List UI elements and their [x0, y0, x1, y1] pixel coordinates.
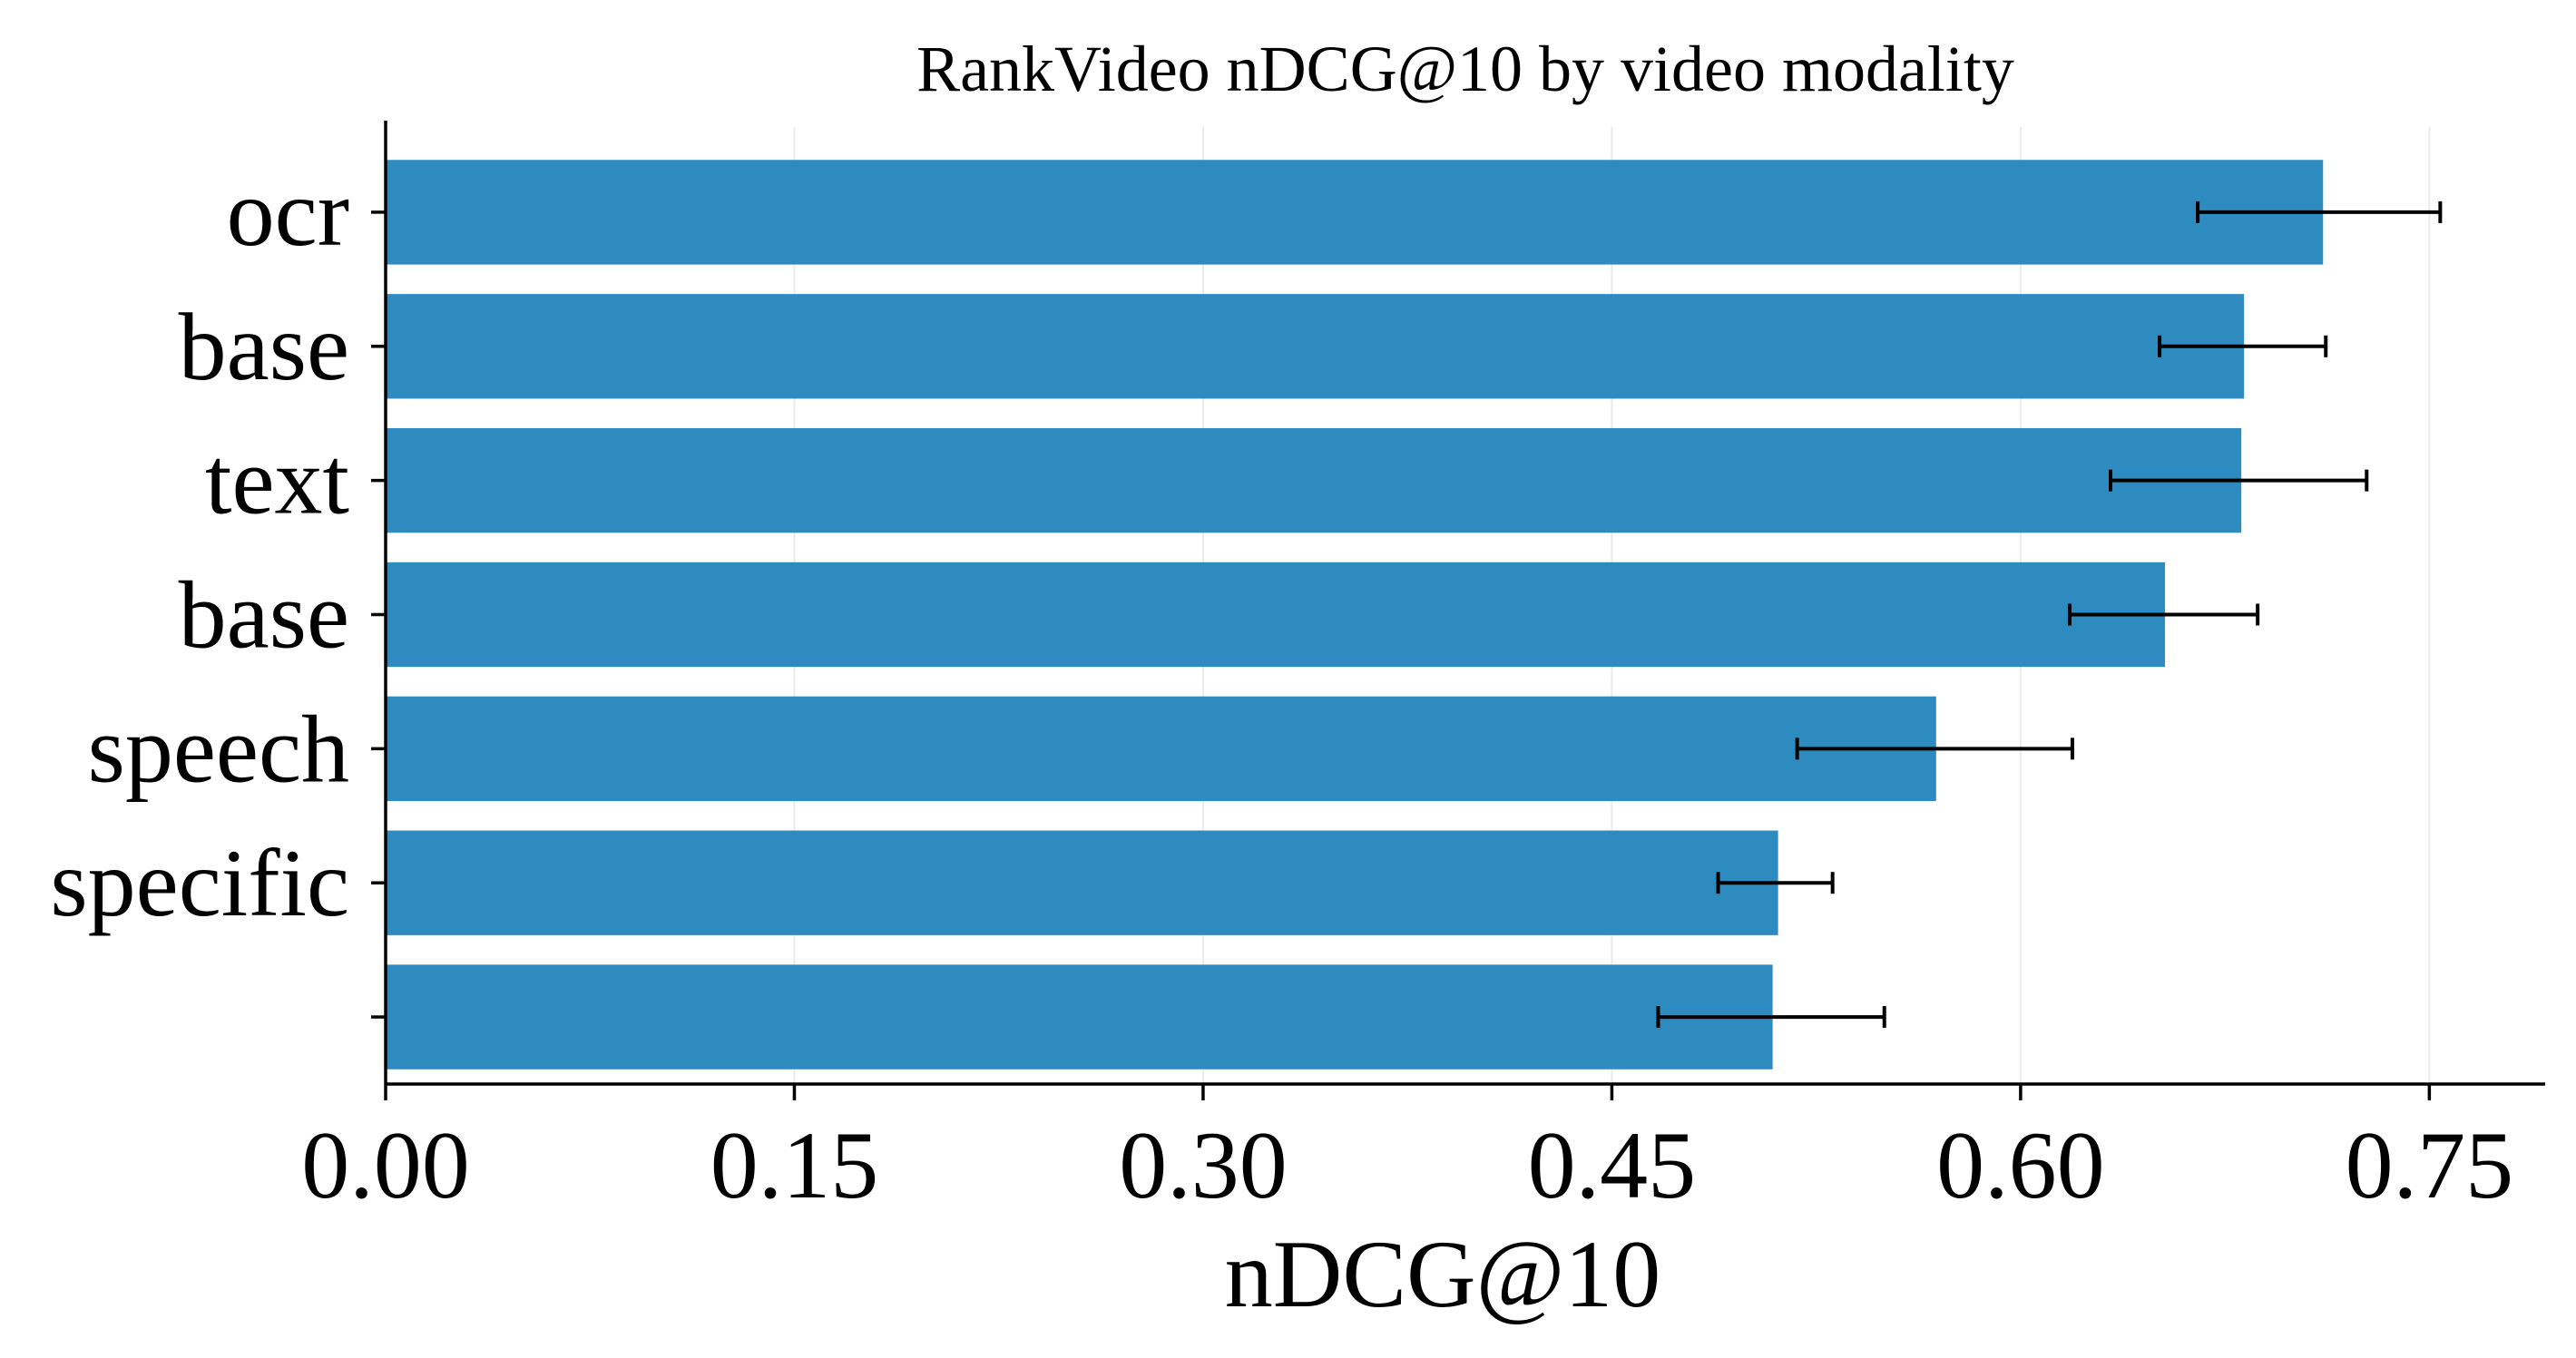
axes — [371, 121, 2545, 1100]
bar — [386, 964, 1773, 1070]
y-tick-label: specific — [50, 830, 349, 936]
chart-title: RankVideo nDCG@10 by video modality — [916, 33, 2014, 105]
y-tick-label: ocr — [227, 160, 349, 266]
x-tick-label: 0.60 — [1936, 1112, 2105, 1218]
x-tick-label: 0.15 — [710, 1112, 879, 1218]
x-tick-labels: 0.00 0.15 0.30 0.45 0.60 0.75 — [301, 1112, 2513, 1218]
bar — [386, 427, 2242, 533]
bar — [386, 830, 1778, 935]
error-bars — [1656, 200, 2443, 1029]
bar — [386, 562, 2166, 668]
y-tick-label: base — [179, 562, 349, 669]
x-tick-label: 0.00 — [301, 1112, 470, 1218]
bar — [386, 160, 2324, 265]
y-tick-label: text — [205, 428, 349, 534]
x-tick-label: 0.75 — [2346, 1112, 2514, 1218]
x-tick-label: 0.30 — [1119, 1112, 1288, 1218]
bar — [386, 294, 2245, 399]
y-tick-label: speech — [88, 696, 349, 802]
y-tick-labels: ocr base text base speech specific — [50, 160, 349, 936]
x-tick-label: 0.45 — [1528, 1112, 1697, 1218]
x-axis-label: nDCG@10 — [1225, 1221, 1660, 1327]
bar — [386, 696, 1936, 802]
y-tick-label: base — [179, 294, 349, 400]
bars — [386, 160, 2324, 1070]
